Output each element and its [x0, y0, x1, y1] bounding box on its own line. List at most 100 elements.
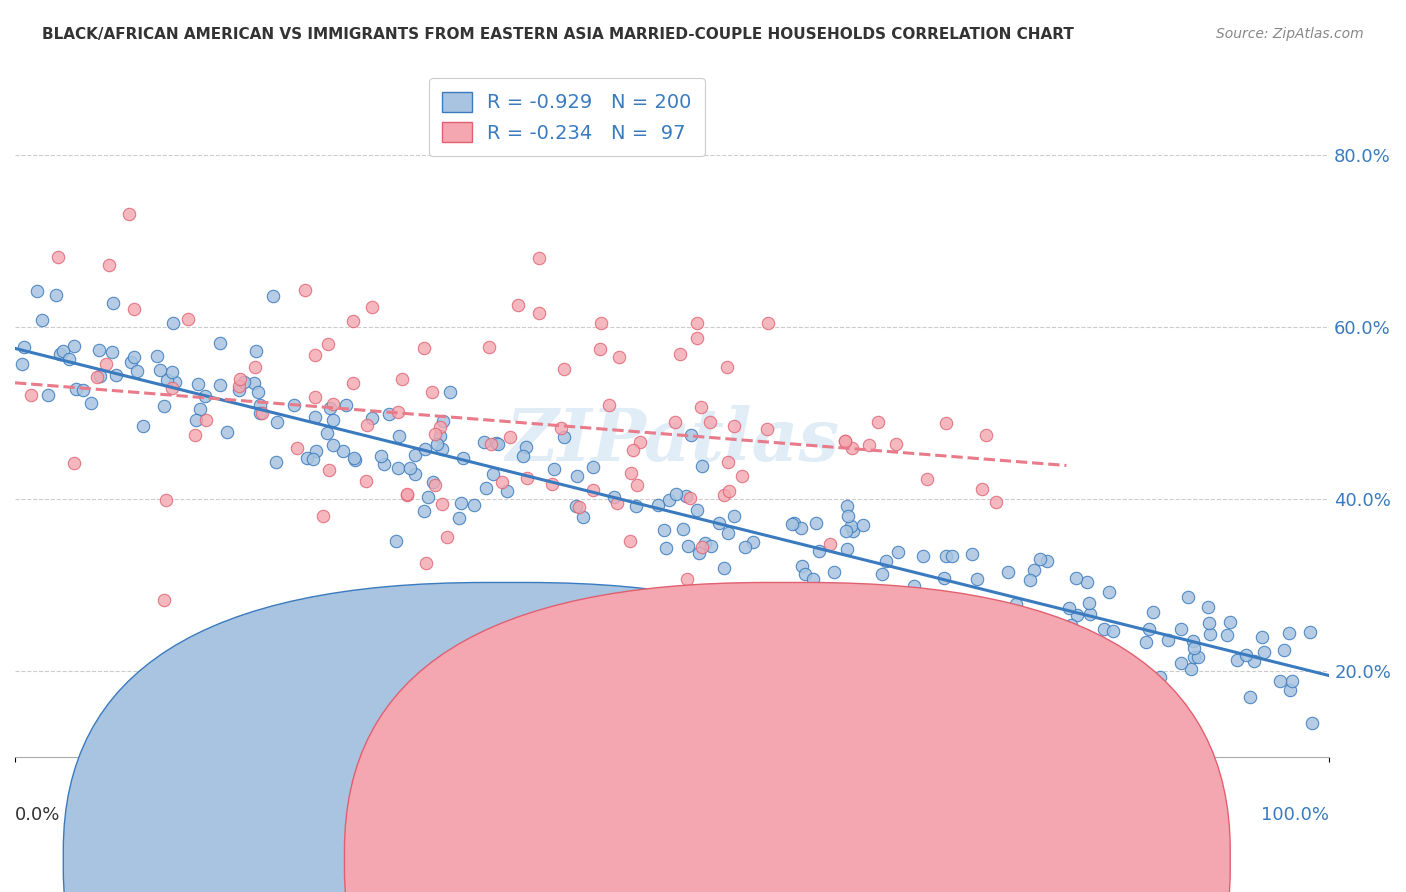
Point: [966, 572, 988, 586]
Point: [295, 451, 318, 466]
Point: [1299, 625, 1322, 640]
Point: [1019, 574, 1042, 588]
Point: [318, 463, 340, 477]
Point: [153, 593, 176, 607]
Point: [928, 590, 950, 604]
Point: [378, 408, 401, 422]
Point: [872, 567, 894, 582]
Point: [208, 378, 231, 392]
Point: [301, 452, 323, 467]
Point: [1301, 715, 1323, 730]
Point: [404, 448, 426, 462]
Point: [808, 544, 831, 558]
Point: [396, 487, 419, 501]
Point: [582, 459, 605, 474]
Point: [342, 376, 364, 391]
Point: [647, 498, 669, 512]
Point: [1060, 617, 1083, 632]
Point: [482, 467, 505, 481]
Point: [432, 442, 454, 457]
Point: [245, 344, 267, 359]
Point: [496, 484, 519, 499]
Point: [755, 422, 778, 436]
Point: [412, 504, 434, 518]
Point: [1078, 596, 1101, 610]
Point: [1177, 590, 1199, 604]
Point: [837, 500, 859, 514]
Point: [675, 489, 697, 503]
Point: [228, 383, 250, 397]
Point: [1198, 615, 1220, 630]
Point: [1157, 632, 1180, 647]
Point: [149, 363, 172, 377]
Point: [834, 434, 856, 448]
Point: [262, 289, 284, 303]
Point: [1066, 608, 1088, 623]
Point: [160, 381, 183, 395]
Point: [305, 444, 328, 458]
Point: [553, 361, 575, 376]
Point: [184, 428, 207, 442]
Point: [486, 437, 509, 451]
Point: [25, 284, 48, 298]
Text: BLACK/AFRICAN AMERICAN VS IMMIGRANTS FROM EASTERN ASIA MARRIED-COUPLE HOUSEHOLDS: BLACK/AFRICAN AMERICAN VS IMMIGRANTS FRO…: [42, 27, 1074, 42]
Point: [935, 549, 957, 564]
Point: [932, 571, 955, 585]
Point: [581, 483, 603, 498]
Point: [316, 425, 339, 440]
Point: [628, 435, 651, 450]
Point: [122, 302, 145, 317]
Point: [243, 376, 266, 390]
Point: [970, 482, 993, 496]
Point: [508, 298, 530, 312]
Point: [723, 509, 745, 524]
Point: [162, 316, 184, 330]
Point: [404, 467, 426, 481]
Point: [335, 398, 357, 412]
Point: [233, 375, 256, 389]
Point: [963, 600, 986, 615]
Point: [731, 469, 754, 483]
Point: [80, 396, 103, 410]
Point: [835, 524, 858, 538]
Point: [835, 541, 858, 556]
Point: [655, 541, 678, 555]
Point: [669, 347, 692, 361]
Point: [1243, 655, 1265, 669]
Point: [58, 351, 80, 366]
Text: ZIPatlas: ZIPatlas: [505, 405, 839, 476]
Point: [322, 413, 344, 427]
Point: [780, 516, 803, 531]
Point: [312, 509, 335, 524]
Point: [360, 410, 382, 425]
Point: [396, 488, 419, 502]
Point: [264, 455, 287, 469]
Point: [94, 357, 117, 371]
Point: [385, 533, 408, 548]
Point: [1197, 600, 1219, 615]
Point: [194, 389, 217, 403]
Point: [436, 530, 458, 544]
Point: [101, 345, 124, 359]
Point: [479, 437, 502, 451]
Point: [49, 347, 72, 361]
Point: [1036, 554, 1059, 568]
Point: [665, 487, 688, 501]
Point: [679, 427, 702, 442]
Point: [1278, 626, 1301, 640]
Point: [1251, 631, 1274, 645]
Point: [356, 417, 378, 432]
Point: [686, 502, 709, 516]
Point: [676, 539, 699, 553]
Point: [887, 545, 910, 559]
Point: [803, 573, 825, 587]
Point: [304, 409, 326, 424]
Text: Source: ZipAtlas.com: Source: ZipAtlas.com: [1216, 27, 1364, 41]
Point: [89, 369, 111, 384]
Point: [823, 565, 845, 579]
Point: [46, 250, 69, 264]
Point: [782, 516, 804, 531]
Point: [1219, 615, 1241, 629]
Point: [451, 450, 474, 465]
Point: [1018, 615, 1040, 630]
